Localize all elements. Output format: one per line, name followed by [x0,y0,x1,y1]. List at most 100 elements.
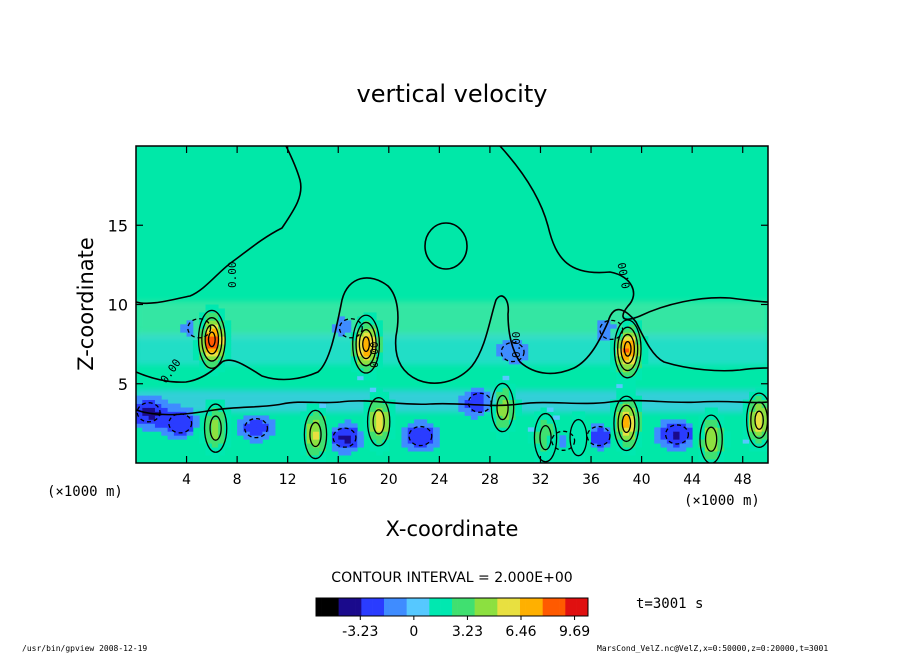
field-cell [540,443,548,448]
field-cell [237,423,244,428]
field-cell [344,439,352,444]
field-cell [628,387,636,393]
field-cell [205,348,213,353]
field-cell [508,340,516,345]
field-cell [578,423,586,428]
x-tick-label: 36 [582,472,600,488]
field-cell [515,359,522,365]
field-cell [761,407,768,412]
contour-line [408,425,433,447]
contour-line [187,318,212,339]
field-cell [331,427,339,432]
field-cell [603,435,611,440]
field-cell [534,455,541,460]
field-cell [350,352,358,357]
field-cell [319,443,326,448]
field-cell [635,340,642,345]
field-cell [628,348,636,353]
field-cell [534,423,541,428]
field-cell [591,427,598,432]
field-cell [616,415,624,420]
field-cell [534,427,541,432]
field-cell [388,419,396,424]
field-cell [458,407,466,412]
field-cell [363,359,371,365]
field-cell [654,427,661,432]
field-cell [154,423,162,428]
field-cell [572,435,579,440]
field-cell [167,407,175,412]
contour-line [372,409,385,435]
field-cell [369,320,377,325]
field-cell [192,419,200,424]
contour-labels: 0.00 0.00 0.00 0.00 0.00 [158,261,633,385]
field-cell [502,387,510,393]
field-cell [376,427,383,432]
field-cell [199,367,206,373]
field-cell [578,431,586,436]
field-cell [622,324,630,329]
field-cell [338,324,345,329]
field-cell [218,411,225,416]
field-cell [211,371,219,377]
field-cell [464,407,472,412]
field-cell [502,379,510,385]
field-cell [470,407,478,412]
field-cell [546,419,554,424]
field-cell [635,403,642,408]
field-cell [376,363,383,369]
field-cell [407,423,415,428]
field-cell [357,328,364,333]
field-cell [622,451,630,456]
field-cell [755,435,763,440]
colorbar-cell [378,598,385,616]
field-cell [369,427,377,432]
field-cell [666,435,674,440]
field-cell [268,431,276,436]
field-cell [698,447,706,452]
field-cell [312,447,320,452]
field-cell [704,443,712,448]
field-cell [363,316,371,321]
field-cell [755,431,763,436]
field-cell [148,395,156,400]
field-cell [666,447,674,452]
field-cell [534,459,541,463]
field-cell [685,435,693,440]
field-cell [369,371,377,377]
field-cell [572,451,579,456]
field-cell [502,356,510,361]
field-cell [628,367,636,373]
field-cell [186,427,194,432]
field-cell [534,443,541,448]
field-cell [376,359,383,365]
velocity-contours [136,309,768,463]
field-cell [218,363,225,369]
field-cell [224,344,232,349]
field-cell [515,340,522,345]
field-cell [641,348,649,353]
field-cell [546,459,554,463]
field-cell [407,439,415,444]
field-cell [628,427,636,432]
colorbar-cell [576,598,583,616]
field-cell [546,407,554,412]
field-cell [559,435,567,440]
field-cell [628,359,636,365]
field-cell [502,411,510,416]
field-cell [224,439,232,444]
field-cell [243,419,251,424]
field-cell [205,447,213,452]
field-cell [572,459,579,463]
field-cell [622,431,630,436]
field-cell [477,399,484,404]
field-cell [173,427,181,432]
field-cell [319,423,326,428]
zero-contour-upper [136,146,302,305]
field-cell [622,435,630,440]
field-cell [192,356,200,361]
field-cell [641,340,649,345]
field-cell [369,443,377,448]
field-cell [749,439,756,444]
field-cell [628,320,636,325]
